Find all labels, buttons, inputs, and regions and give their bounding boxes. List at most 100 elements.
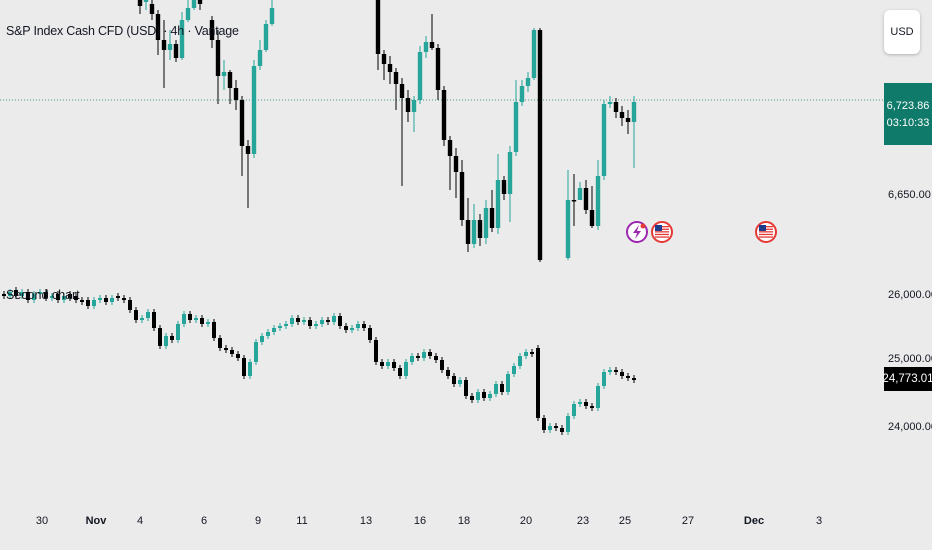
candle-body xyxy=(602,372,606,386)
candle-body xyxy=(417,52,423,100)
candle-body xyxy=(410,356,414,362)
candle-body xyxy=(596,386,600,408)
candle-body xyxy=(110,298,114,302)
candle-body xyxy=(423,42,429,52)
countdown-timer: 03:10:33 xyxy=(886,116,930,129)
candle-body xyxy=(188,314,192,320)
candle-body xyxy=(614,370,618,372)
candle-body xyxy=(266,332,270,336)
chart-title: S&P Index Cash CFD (USD) · 4h · Vantage xyxy=(6,24,239,38)
candle-body xyxy=(260,336,264,342)
candle-body xyxy=(194,318,198,320)
candle-body xyxy=(269,8,275,24)
y-axis-tick-label: 6,650.00 xyxy=(888,189,931,201)
candle-body xyxy=(530,352,534,354)
candle-body xyxy=(32,294,36,300)
candle-body xyxy=(500,384,504,392)
candle-body xyxy=(386,362,390,366)
candle-body xyxy=(263,24,269,50)
flag-stripe xyxy=(759,233,773,236)
candle-body xyxy=(477,220,483,238)
us-flag-icon xyxy=(755,221,777,243)
candle-body xyxy=(170,336,174,340)
candle-body xyxy=(14,290,18,296)
candle-body xyxy=(494,384,498,394)
candle-body xyxy=(197,0,203,4)
candle-body xyxy=(140,318,144,320)
y-axis-tick-label: 25,000.00 xyxy=(888,353,932,365)
candle-body xyxy=(134,310,138,320)
candle-body xyxy=(233,88,239,100)
candle-body xyxy=(155,14,161,40)
candle-body xyxy=(161,40,167,50)
candle-body xyxy=(459,172,465,220)
candle-body xyxy=(501,180,507,194)
candle-body xyxy=(387,64,393,72)
candle-body xyxy=(218,338,222,348)
x-axis-tick-label: 27 xyxy=(682,515,694,527)
candle-body xyxy=(578,402,582,404)
second-current-price: 24,773.01 xyxy=(882,373,932,385)
candle-body xyxy=(471,220,477,244)
candle-body xyxy=(92,300,96,306)
candle-body xyxy=(158,328,162,346)
candle-body xyxy=(248,362,252,376)
candle-body xyxy=(236,354,240,358)
candle-body xyxy=(506,374,510,392)
candle-body xyxy=(440,360,444,370)
candle-body xyxy=(393,72,399,84)
candle-body xyxy=(182,314,186,324)
candle-body xyxy=(513,102,519,152)
lightning-icon xyxy=(626,221,648,243)
candle-body xyxy=(416,356,420,358)
candle-body xyxy=(350,328,354,330)
candle-body xyxy=(185,8,191,20)
candle-body xyxy=(452,376,456,384)
candle-body xyxy=(619,112,625,118)
candle-body xyxy=(560,428,564,432)
candle-body xyxy=(68,294,72,298)
candle-body xyxy=(104,298,108,302)
candle-body xyxy=(245,146,251,154)
current-price: 6,723.86 xyxy=(886,99,930,112)
currency-button[interactable]: USD xyxy=(884,10,920,54)
candle-body xyxy=(536,348,540,418)
candle-body xyxy=(227,72,233,88)
candle-body xyxy=(589,210,595,226)
notification-dot xyxy=(640,223,646,229)
candle-body xyxy=(584,402,588,406)
candle-body xyxy=(116,296,120,298)
flag-canton xyxy=(655,225,662,231)
candle-body xyxy=(200,318,204,324)
candle-body xyxy=(26,292,30,300)
candle-body xyxy=(251,66,257,154)
candle-body xyxy=(224,348,228,350)
candle-body xyxy=(179,20,185,58)
flag-stripe xyxy=(655,231,669,233)
candle-body xyxy=(173,44,179,58)
candle-body xyxy=(464,380,468,396)
candle-body xyxy=(152,312,156,328)
candle-body xyxy=(56,294,60,300)
candle-body xyxy=(458,380,462,384)
candle-body xyxy=(428,352,432,356)
candle-body xyxy=(98,298,102,300)
x-axis-tick-label: 20 xyxy=(520,515,532,527)
candle-body xyxy=(483,208,489,238)
flag-canton xyxy=(759,225,766,231)
candle-body xyxy=(20,292,24,296)
candle-body xyxy=(446,370,450,376)
x-axis-tick-label: 6 xyxy=(201,515,207,527)
candle-body xyxy=(542,418,546,430)
candle-body xyxy=(368,328,372,340)
candle-body xyxy=(625,118,631,122)
candle-body xyxy=(441,90,447,140)
candle-body xyxy=(537,30,543,260)
candle-body xyxy=(296,318,300,322)
x-axis-tick-label: 13 xyxy=(360,515,372,527)
x-axis-tick-label: 18 xyxy=(458,515,470,527)
candle-body xyxy=(284,324,288,326)
candle-body xyxy=(272,328,276,332)
candle-body xyxy=(326,320,330,322)
